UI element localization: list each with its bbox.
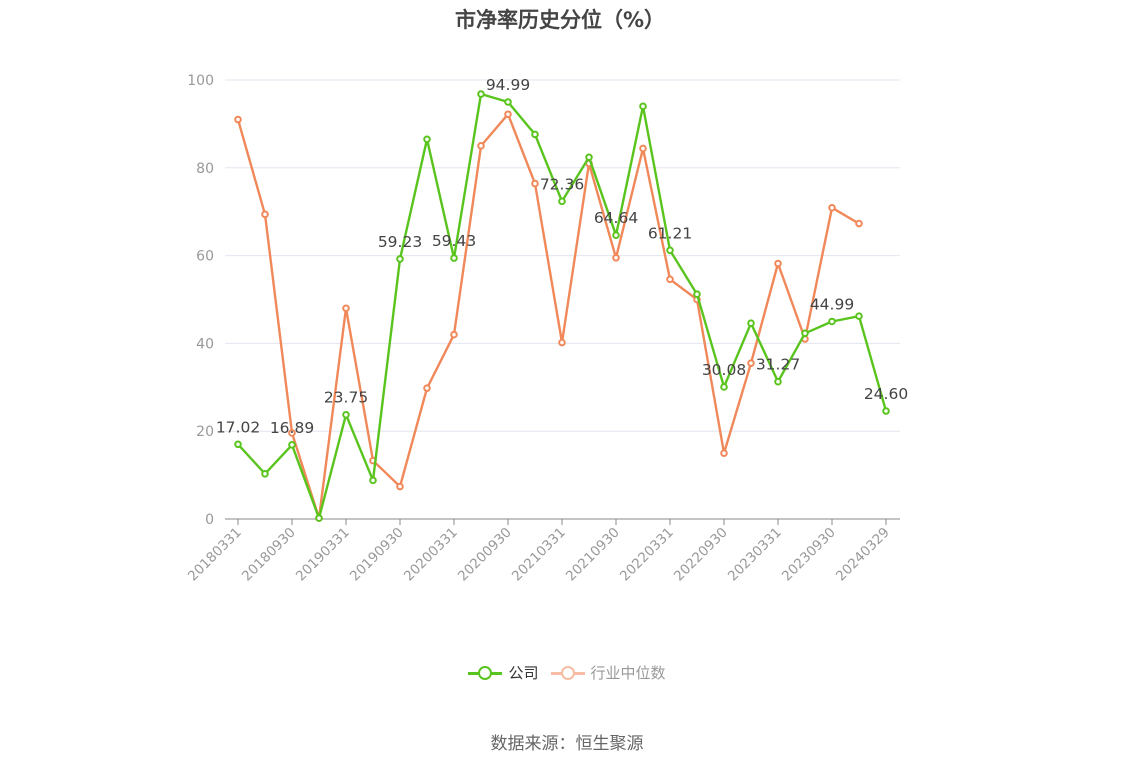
data-point-industry-median <box>720 449 728 457</box>
x-tick-label: 20190331 <box>293 525 353 585</box>
legend-label-industry-median: 行业中位数 <box>590 664 666 682</box>
data-point-industry-median <box>558 338 566 347</box>
data-point-industry-median <box>234 115 242 124</box>
data-label: 24.60 <box>864 385 908 403</box>
data-point-industry-median <box>261 210 269 219</box>
data-point-company <box>666 246 674 255</box>
line-chart: 0 20 40 60 80 100 2018033120180930201903312019… <box>185 73 908 585</box>
data-point-company <box>720 383 728 391</box>
data-point-industry-median <box>639 144 647 153</box>
data-label: 64.64 <box>594 209 638 227</box>
data-point-company <box>234 440 242 449</box>
data-label: 31.27 <box>756 356 800 374</box>
data-point-industry-median <box>666 275 674 284</box>
data-label: 94.99 <box>486 76 530 94</box>
legend-label-company: 公司 <box>508 664 539 682</box>
series-line-company <box>237 92 888 520</box>
x-tick-label: 20200331 <box>401 525 461 585</box>
legend-item-company[interactable]: 公司 <box>468 662 539 683</box>
data-point-company <box>288 441 296 449</box>
data-label: 23.75 <box>324 389 368 407</box>
data-point-company <box>423 135 431 144</box>
legend: 公司 行业中位数 <box>0 662 1134 683</box>
data-label: 59.23 <box>378 233 422 251</box>
data-point-company <box>369 476 377 485</box>
x-tick-label: 20180930 <box>239 525 299 585</box>
x-tick-label: 20220331 <box>617 525 677 585</box>
data-point-industry-median <box>450 330 458 339</box>
x-tick-label: 20210930 <box>563 525 623 585</box>
series-layer <box>234 90 890 522</box>
series-line-industry-median <box>236 113 860 520</box>
data-point-industry-median <box>504 110 512 119</box>
data-point-company <box>801 329 809 338</box>
y-tick-label: 40 <box>196 336 214 352</box>
data-point-industry-median <box>342 304 350 313</box>
data-label: 59.43 <box>432 232 476 250</box>
data-point-company <box>693 290 701 299</box>
x-tick-label: 20220930 <box>671 525 731 585</box>
y-tick-label: 20 <box>196 424 214 440</box>
data-label: 61.21 <box>648 224 692 242</box>
data-point-industry-median <box>855 219 863 228</box>
data-point-company <box>558 197 566 206</box>
data-point-company <box>396 255 404 263</box>
y-tick-label: 80 <box>196 161 214 177</box>
x-tick-label: 20180331 <box>185 525 245 585</box>
y-tick-label: 60 <box>196 249 214 265</box>
data-point-company <box>774 377 782 386</box>
x-tick-label: 20210331 <box>509 525 569 585</box>
data-point-company <box>531 130 539 139</box>
data-point-industry-median <box>396 482 404 491</box>
data-label: 16.89 <box>270 419 314 437</box>
data-label: 17.02 <box>216 418 260 436</box>
legend-item-industry-median[interactable]: 行业中位数 <box>550 662 666 683</box>
data-label: 44.99 <box>810 295 854 313</box>
data-label: 30.08 <box>702 361 746 379</box>
data-source: 数据来源：恒生聚源 <box>490 734 644 754</box>
data-point-company <box>828 317 836 326</box>
data-point-company <box>747 319 755 328</box>
data-point-company <box>882 407 890 415</box>
data-point-industry-median <box>774 259 782 268</box>
legend-swatch-company <box>468 665 503 681</box>
data-point-industry-median <box>531 179 539 188</box>
y-tick-label: 100 <box>187 73 214 89</box>
data-point-company <box>477 90 485 98</box>
data-point-industry-median <box>477 142 485 150</box>
data-point-company <box>450 254 458 262</box>
y-tick-label: 0 <box>205 512 214 528</box>
chart-title: 市净率历史分位（%） <box>454 8 666 32</box>
data-point-industry-median <box>423 384 431 392</box>
data-point-industry-median <box>288 429 296 437</box>
data-point-company <box>585 153 593 162</box>
grid-layer <box>225 79 900 432</box>
data-point-company <box>855 312 863 320</box>
x-tick-label: 20230331 <box>725 525 785 585</box>
data-point-industry-median <box>828 203 836 212</box>
data-point-company <box>342 410 350 419</box>
x-tick-label: 20240329 <box>833 525 893 585</box>
data-label: 72.36 <box>540 175 584 193</box>
x-tick-label: 20230930 <box>779 525 839 585</box>
data-point-industry-median <box>747 359 755 367</box>
data-point-company <box>315 514 323 522</box>
data-point-industry-median <box>612 253 620 262</box>
data-point-company <box>504 98 512 106</box>
label-layer: 17.02 16.89 23.75 59.23 59.43 94.99 72.36 64.64… <box>216 76 908 437</box>
legend-swatch-industry-median <box>550 665 585 681</box>
data-point-company <box>261 469 269 478</box>
x-tick-label: 20190930 <box>347 525 407 585</box>
data-point-company <box>612 231 620 240</box>
data-point-company <box>639 102 647 111</box>
x-tick-label: 20200930 <box>455 525 515 585</box>
